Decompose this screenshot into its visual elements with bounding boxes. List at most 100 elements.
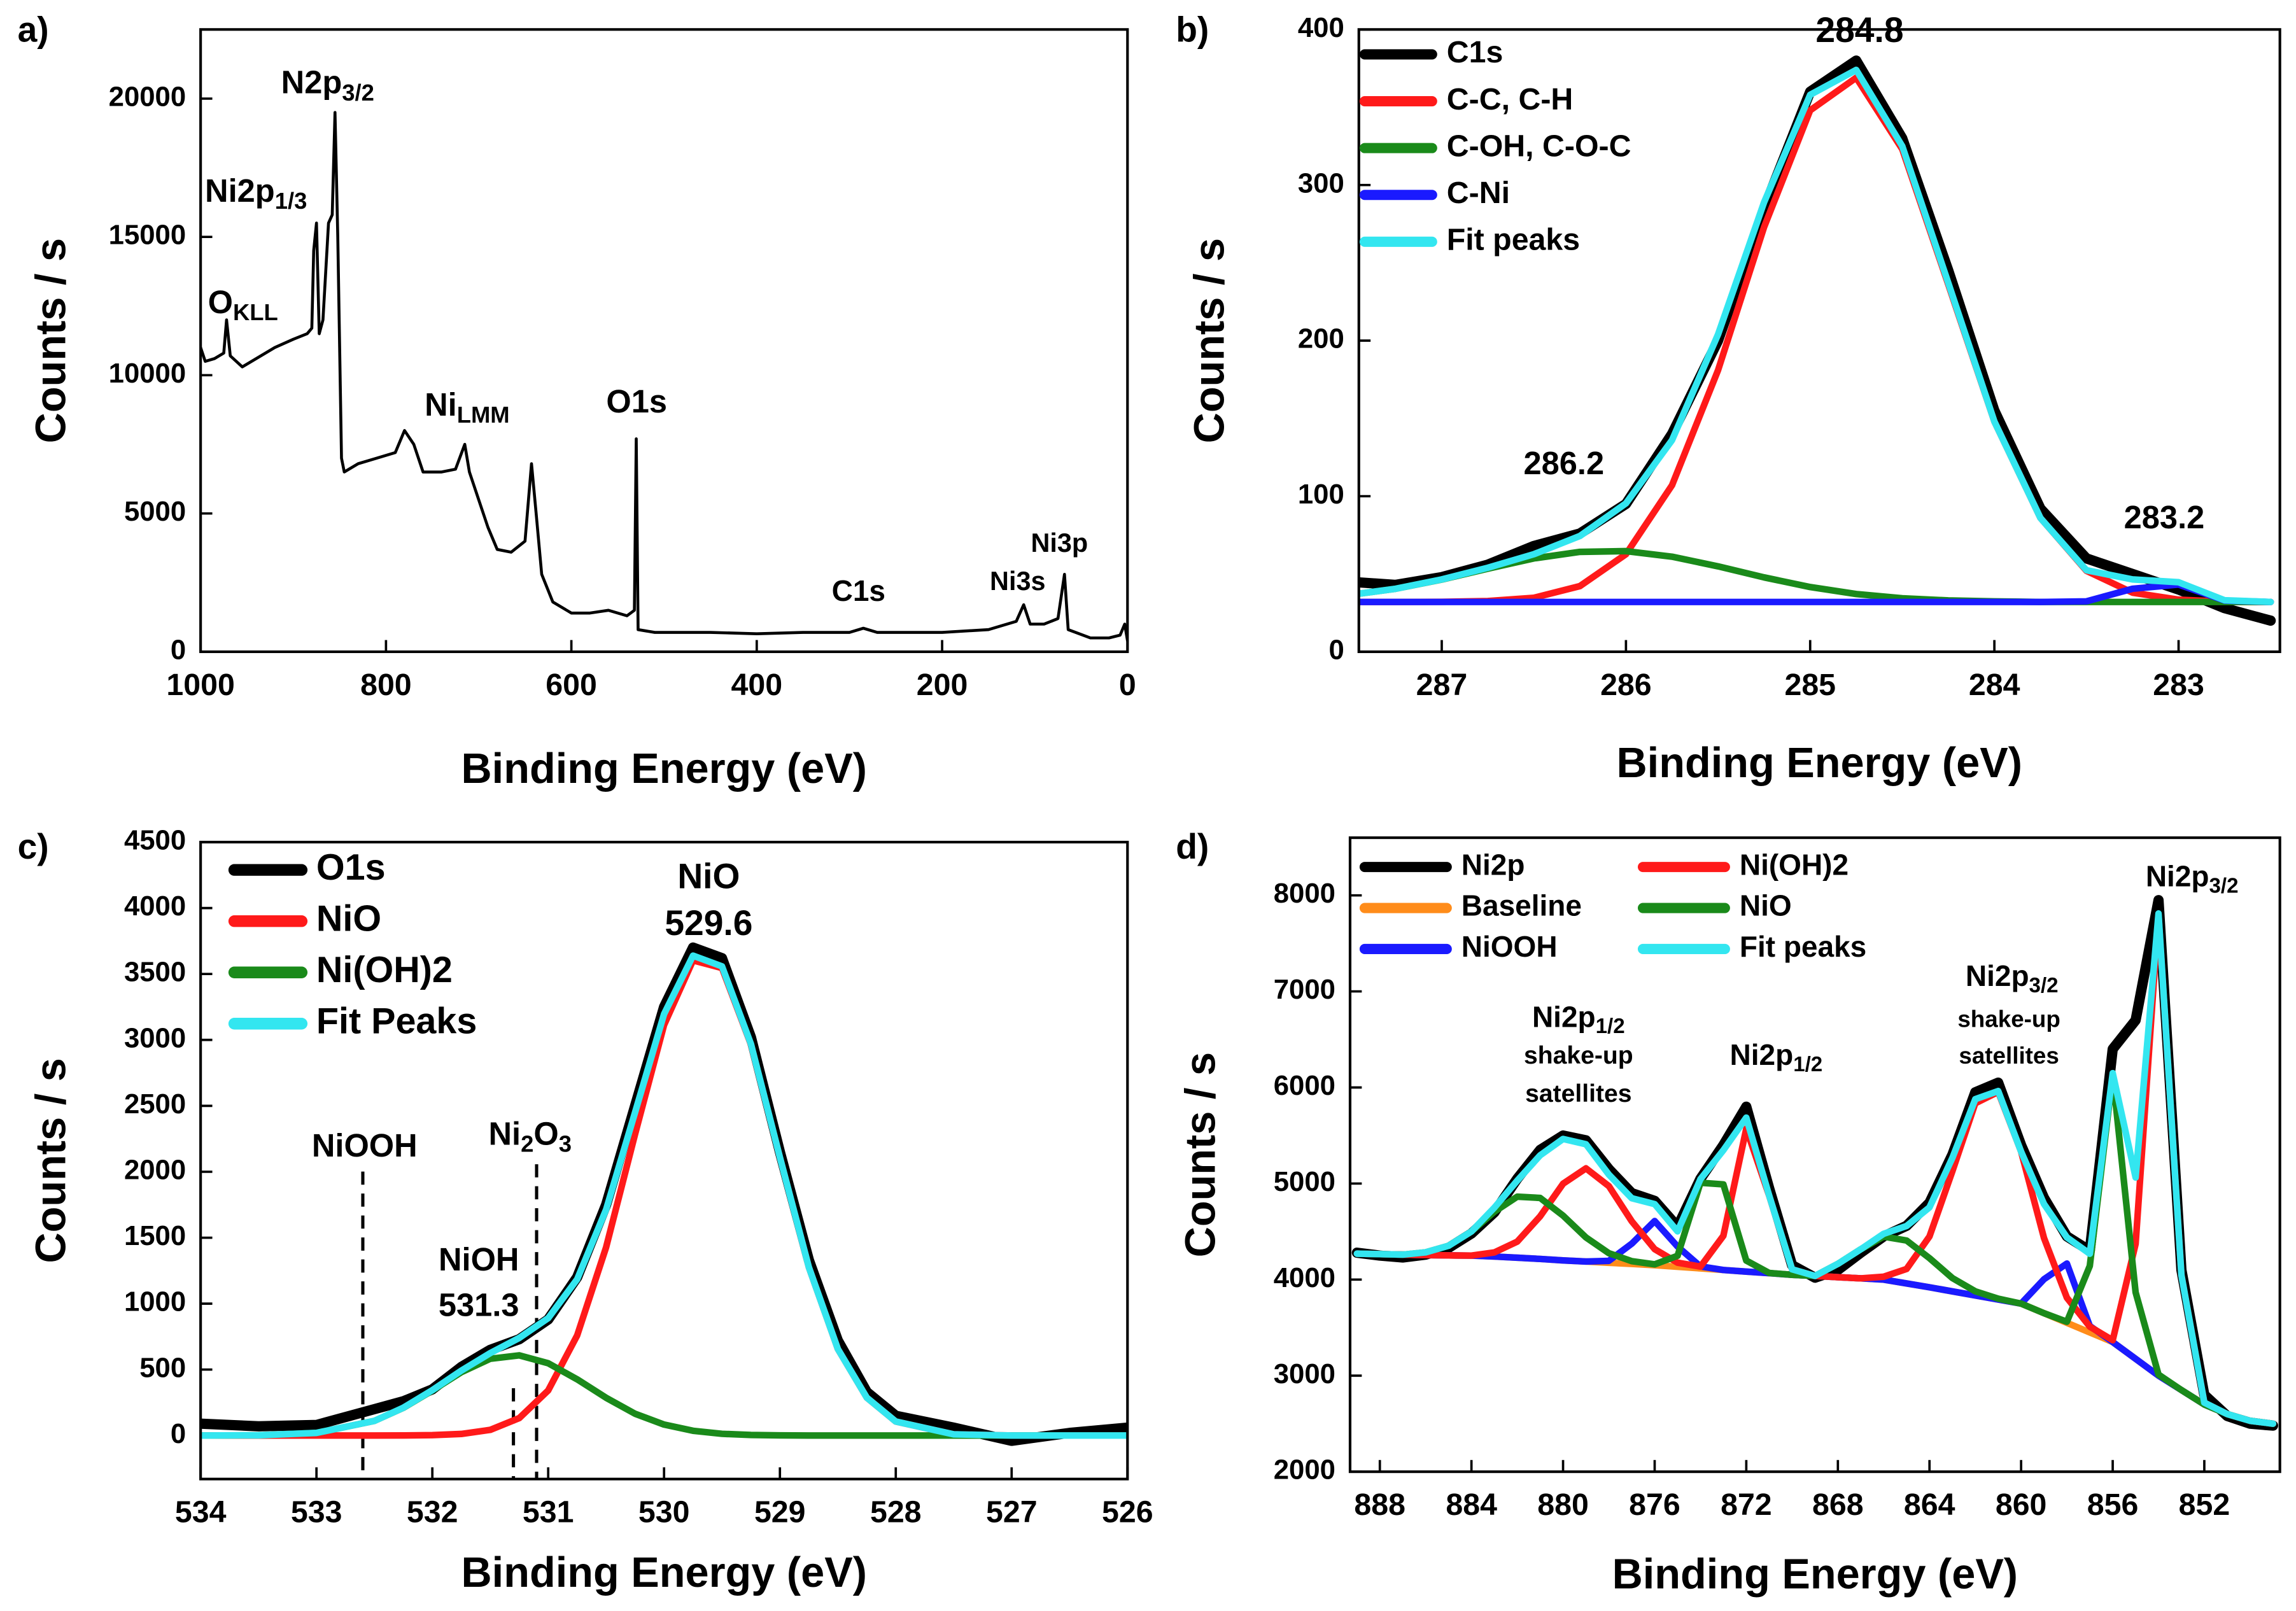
series-line	[201, 111, 1128, 642]
x-tick-label: 872	[1721, 1488, 1772, 1522]
x-tick-label: 283	[2153, 668, 2204, 702]
y-axis-title: Counts / s	[1186, 238, 1233, 443]
annotation-subscript: 1/2	[1793, 1053, 1822, 1076]
annotation: satellites	[1525, 1080, 1631, 1108]
x-tick-label: 884	[1446, 1488, 1497, 1522]
x-tick-label: 531	[523, 1495, 574, 1530]
annotation-part: 286.2	[1524, 445, 1605, 481]
y-tick-label: 300	[1298, 167, 1344, 199]
annotation-part: C1s	[832, 574, 885, 607]
annotation: Ni3p	[1031, 528, 1088, 558]
annotation-part: satellites	[1525, 1080, 1631, 1108]
annotation-part: Ni2p	[2146, 860, 2209, 893]
y-tick-label: 8000	[1274, 878, 1335, 909]
x-tick-label: 529	[754, 1495, 806, 1530]
x-tick-label: 200	[917, 668, 968, 702]
x-tick-label: 527	[986, 1495, 1038, 1530]
annotation-part: O	[533, 1116, 558, 1152]
annotation-part: 283.2	[2124, 499, 2205, 535]
annotation-part: 284.8	[1815, 10, 1903, 49]
x-tick-label: 526	[1102, 1495, 1153, 1530]
y-tick-label: 4000	[1274, 1262, 1335, 1293]
y-tick-label: 3500	[124, 957, 186, 988]
x-tick-label: 284	[1969, 668, 2020, 702]
y-axis-title: Counts / s	[1178, 1052, 1225, 1257]
annotation: NiO	[677, 856, 740, 896]
x-tick-label: 600	[546, 668, 597, 702]
legend-label: NiO	[1740, 889, 1792, 922]
y-tick-label: 20000	[109, 81, 186, 112]
annotation-part: O	[208, 284, 233, 320]
legend-label: C-OH, C-O-C	[1447, 129, 1631, 163]
y-tick-label: 2500	[124, 1088, 186, 1120]
panel-label: a)	[18, 10, 49, 49]
annotation-part: O1s	[606, 384, 667, 420]
annotation-part: shake-up	[1524, 1042, 1633, 1069]
x-tick-label: 287	[1416, 668, 1468, 702]
y-tick-label: 5000	[1274, 1166, 1335, 1197]
y-tick-label: 10000	[109, 358, 186, 389]
annotation: 284.8	[1815, 10, 1903, 49]
annotation-part: shake-up	[1957, 1006, 2060, 1032]
panel-label: d)	[1176, 827, 1209, 866]
x-tick-label: 864	[1904, 1488, 1955, 1522]
legend-label: Ni2p	[1461, 848, 1525, 881]
legend-label: C-C, C-H	[1447, 82, 1574, 116]
annotation: shake-up	[1524, 1042, 1633, 1069]
annotation-part: NiOH	[439, 1242, 519, 1278]
series-line	[1353, 910, 2277, 1427]
x-tick-label: 852	[2179, 1488, 2230, 1522]
legend-label: O1s	[316, 847, 386, 888]
annotation: Ni2p1/2	[1532, 1001, 1625, 1038]
legend-label: Fit peaks	[1740, 930, 1866, 963]
annotation-part: Ni	[425, 386, 457, 423]
annotation-part: Ni2p	[205, 172, 275, 209]
legend: Ni2p Baseline NiOOH Ni(OH)2 NiO Fit peaks	[1359, 848, 1866, 963]
legend-label: C1s	[1447, 35, 1504, 69]
plot-frame	[1348, 836, 2281, 1474]
annotation: shake-up	[1957, 1006, 2060, 1032]
annotation-part: NiO	[677, 856, 740, 896]
annotation-part: Ni3p	[1031, 528, 1088, 558]
x-tick-label: 888	[1354, 1488, 1405, 1522]
x-tick-label: 285	[1784, 668, 1836, 702]
y-tick-label: 100	[1298, 479, 1344, 510]
x-tick-label: 856	[2087, 1488, 2139, 1522]
annotation: N2p3/2	[281, 64, 374, 105]
legend-label: NiOOH	[1461, 930, 1558, 963]
x-tick-label: 868	[1812, 1488, 1864, 1522]
annotation-part: Ni2p	[1966, 959, 2029, 992]
panel: d) 888 884 880 876 872 868 864 860 856 852 2000 3000…	[1176, 827, 2281, 1598]
annotation: O1s	[606, 384, 667, 420]
x-axis-title: Binding Energy (eV)	[1612, 1551, 2018, 1598]
annotation: Ni3s	[990, 566, 1045, 596]
x-axis-title: Binding Energy (eV)	[461, 1549, 867, 1596]
annotation-part: Ni2p	[1532, 1001, 1596, 1034]
annotation-subscript: 3/2	[2209, 874, 2239, 897]
x-tick-label: 528	[870, 1495, 922, 1530]
annotation-subscript: 3/2	[342, 80, 374, 106]
x-tick-label: 1000	[166, 668, 234, 702]
y-tick-label: 7000	[1274, 974, 1335, 1005]
legend: O1s NiO Ni(OH)2 Fit Peaks	[228, 847, 477, 1041]
plot-frame	[199, 840, 1129, 1481]
panel: a)1000 800 600 400 200 005000100001500020000B…	[18, 10, 1136, 792]
x-tick-label: 800	[360, 668, 412, 702]
legend: C1s C-C, C-H C-OH, C-O-C C-Ni Fit peaks	[1359, 35, 1631, 257]
annotation-part: 531.3	[439, 1287, 519, 1323]
y-tick-label: 4500	[124, 825, 186, 856]
y-tick-label: 3000	[124, 1022, 186, 1053]
annotation-subscript: 2	[521, 1130, 533, 1157]
annotation: NiLMM	[425, 386, 510, 427]
y-tick-label: 2000	[124, 1154, 186, 1185]
x-tick-label: 860	[1996, 1488, 2047, 1522]
x-tick-label: 0	[1119, 668, 1136, 702]
annotation-part: Ni	[488, 1116, 521, 1152]
x-axis-title: Binding Energy (eV)	[1617, 740, 2022, 787]
series-line	[1358, 66, 2274, 605]
series-line	[1358, 581, 2274, 605]
y-tick-label: 400	[1298, 12, 1344, 43]
legend-label: Fit peaks	[1447, 223, 1580, 257]
annotation-part: Ni2p	[1730, 1038, 1794, 1071]
y-axis-title: Counts / s	[28, 238, 75, 443]
